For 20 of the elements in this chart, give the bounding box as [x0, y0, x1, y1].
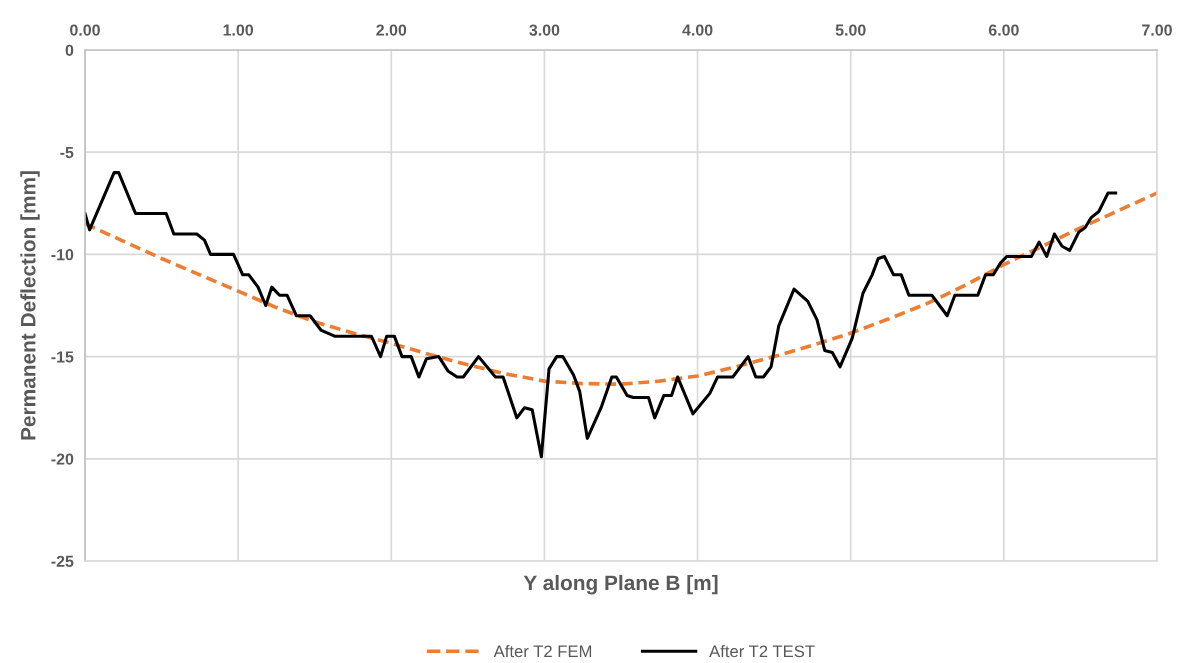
- x-tick-label: 7.00: [1142, 24, 1172, 36]
- x-tick-label: 6.00: [988, 24, 1019, 36]
- line-series: [85, 171, 1118, 459]
- legend-label: After T2 FEM: [493, 645, 592, 658]
- legend-label: After T2 TEST: [709, 645, 815, 658]
- x-tick-label: 4.00: [682, 24, 713, 36]
- x-tick-label: 0.00: [70, 24, 100, 36]
- y-tick-label: -20: [51, 453, 74, 465]
- y-tick-label: -10: [51, 249, 74, 261]
- y-tick-label: 0: [65, 44, 74, 56]
- y-axis-title: Permanent Deflection [mm]: [20, 171, 40, 440]
- y-tick-label: -25: [51, 555, 74, 567]
- x-tick-label: 2.00: [376, 24, 407, 36]
- y-tick-label: -15: [51, 351, 74, 363]
- x-tick-label: 1.00: [223, 24, 254, 36]
- x-tick-label: 3.00: [529, 24, 560, 36]
- line-series: [85, 191, 1157, 386]
- x-tick-label: 5.00: [835, 24, 866, 36]
- x-axis-title: Y along Plane B [m]: [523, 574, 718, 595]
- y-tick-label: -5: [60, 147, 74, 159]
